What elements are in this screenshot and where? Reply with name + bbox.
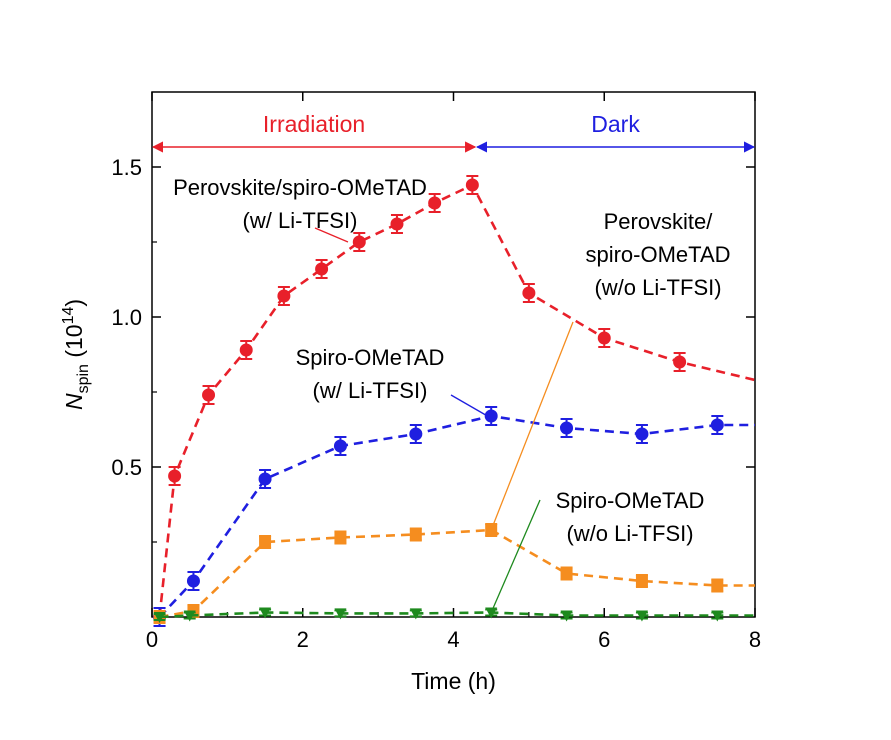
- annotation-pointer: [490, 499, 541, 613]
- data-point: [183, 610, 196, 622]
- series-line: [159, 611, 755, 619]
- y-axis-title: Nspin (1014): [60, 299, 92, 410]
- annotation-text: spiro-OMeTAD: [585, 242, 730, 267]
- y-tick-label: 1.0: [111, 305, 142, 330]
- data-point: [334, 531, 347, 544]
- data-point: [711, 579, 724, 592]
- annotation-pointer: [490, 321, 574, 531]
- annotation-text: Perovskite/spiro-OMeTAD: [173, 175, 427, 200]
- data-point: [522, 286, 536, 300]
- annotation-pointer: [314, 227, 349, 243]
- data-point: [560, 421, 574, 435]
- data-point: [239, 343, 253, 357]
- data-point: [333, 439, 347, 453]
- data-point: [277, 289, 291, 303]
- region-label: Irradiation: [263, 111, 365, 137]
- y-axis-symbol: N: [61, 393, 87, 410]
- data-point: [186, 574, 200, 588]
- y-axis-close: ): [61, 299, 87, 307]
- annotation-text: (w/ Li-TFSI): [313, 378, 428, 403]
- data-point: [352, 235, 366, 249]
- data-point: [484, 409, 498, 423]
- data-point: [390, 217, 404, 231]
- data-point: [673, 355, 687, 369]
- y-axis-unit: (10: [61, 324, 87, 364]
- data-point: [560, 567, 573, 580]
- annotation-text: (w/o Li-TFSI): [594, 275, 721, 300]
- data-point: [635, 575, 648, 587]
- x-axis-title: Time (h): [411, 668, 496, 694]
- data-point: [409, 427, 423, 441]
- data-point: [259, 607, 272, 619]
- annotation-text: (w/ Li-TFSI): [243, 208, 358, 233]
- data-point: [710, 418, 724, 432]
- data-point: [259, 536, 272, 548]
- region-label: Dark: [591, 111, 640, 137]
- data-point: [202, 388, 216, 402]
- series-line: [158, 414, 755, 618]
- data-point: [258, 472, 272, 486]
- data-point: [409, 528, 422, 541]
- data-point: [635, 610, 648, 622]
- data-point: [409, 608, 422, 620]
- x-tick-label: 2: [297, 627, 309, 652]
- y-axis-exponent: 14: [60, 307, 77, 325]
- x-tick-label: 8: [749, 627, 761, 652]
- x-tick-label: 0: [146, 627, 158, 652]
- data-point: [465, 178, 479, 192]
- data-point: [334, 608, 347, 620]
- annotation-pointer: [450, 394, 488, 417]
- annotation-text: Spiro-OMeTAD: [296, 345, 445, 370]
- data-point: [428, 196, 442, 210]
- data-point: [635, 427, 649, 441]
- series-line: [158, 183, 756, 618]
- annotation-text: Perovskite/: [604, 209, 714, 234]
- y-tick-label: 0.5: [111, 455, 142, 480]
- x-tick-label: 4: [447, 627, 459, 652]
- data-point: [560, 610, 573, 622]
- data-point: [168, 469, 182, 483]
- y-axis-subscript: spin: [75, 364, 92, 393]
- series-line: [159, 528, 755, 619]
- annotation-text: Spiro-OMeTAD: [556, 488, 705, 513]
- data-point: [597, 331, 611, 345]
- data-point: [315, 262, 329, 276]
- y-tick-label: 1.5: [111, 155, 142, 180]
- data-point: [153, 612, 166, 623]
- annotation-text: (w/o Li-TFSI): [566, 521, 693, 546]
- data-point: [485, 607, 498, 619]
- data-point: [711, 610, 724, 622]
- x-tick-label: 6: [598, 627, 610, 652]
